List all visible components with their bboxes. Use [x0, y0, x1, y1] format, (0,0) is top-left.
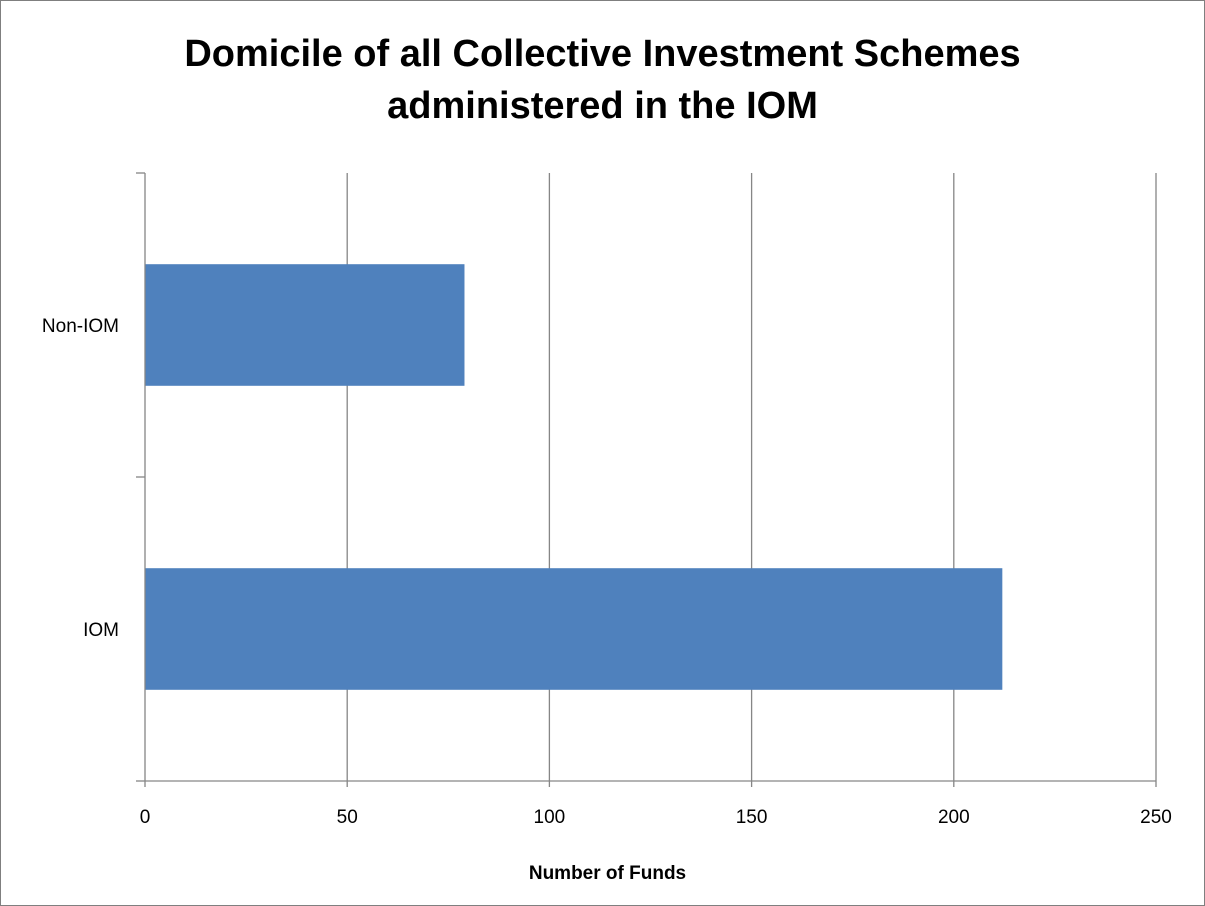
- x-tick-label: 150: [736, 807, 768, 828]
- bar-iom: [145, 568, 1003, 690]
- x-axis-title: Number of Funds: [529, 863, 686, 884]
- y-tick-label: Non-IOM: [42, 316, 119, 337]
- chart-title: Domicile of all Collective Investment Sc…: [60, 28, 1145, 132]
- y-tick-label: IOM: [83, 620, 119, 641]
- chart-title-line-2: administered in the IOM: [387, 85, 818, 127]
- x-tick-label: 100: [534, 807, 566, 828]
- axes: [136, 172, 1156, 787]
- x-tick-label: 250: [1140, 807, 1172, 828]
- bar-non-iom: [145, 264, 465, 386]
- x-tick-label: 0: [140, 807, 151, 828]
- x-tick-label: 200: [938, 807, 970, 828]
- tick-labels: 0 50 100 150 200 250 IOM Non-IOM: [42, 316, 1172, 828]
- bars: [145, 264, 1003, 690]
- chart-title-line-1: Domicile of all Collective Investment Sc…: [184, 33, 1021, 75]
- x-tick-label: 50: [337, 807, 358, 828]
- gridlines: [346, 173, 1157, 787]
